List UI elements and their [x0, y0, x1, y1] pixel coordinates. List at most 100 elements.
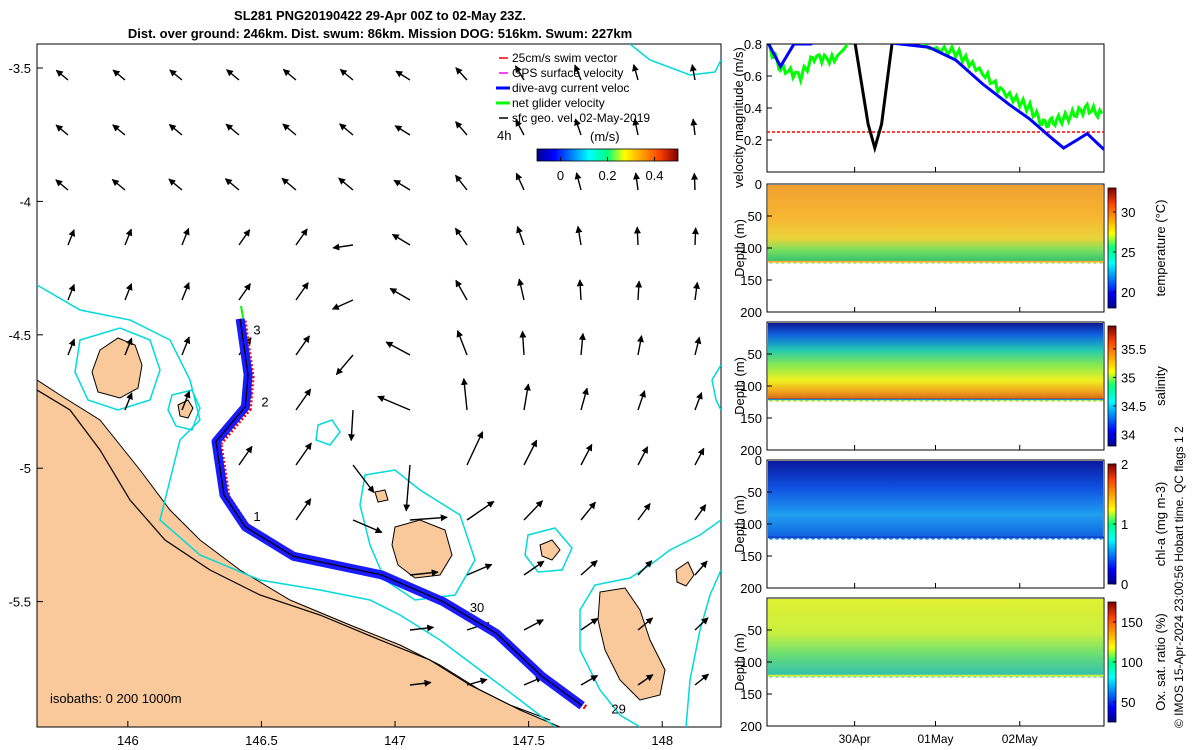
day-marker-label: 30 — [470, 600, 484, 615]
isobath-ring-west — [74, 327, 161, 411]
velocity-vector — [516, 225, 525, 246]
section-colorbar-label: temperature (°C) — [1153, 200, 1168, 297]
section-ylabel: Depth (m) — [732, 495, 747, 553]
salinity-section-panel: 50 100 150 200 Depth (m) 35.5 35 34.5 34 salinity — [732, 321, 1168, 458]
velocity-panel: 0.2 0.4 0.6 0.8 velocity magnitude (m/s) — [731, 37, 1105, 188]
velocity-vector — [517, 278, 525, 301]
velocity-vector — [523, 383, 531, 411]
section-data-fill — [768, 185, 1103, 262]
velocity-vector — [338, 177, 354, 191]
section-y-tick-label: 50 — [748, 209, 762, 224]
isobath-200 — [37, 389, 551, 721]
velocity-y-tick-label: 0.4 — [744, 101, 762, 116]
velocity-vector — [348, 409, 356, 442]
velocity-vector — [691, 227, 699, 246]
velocity-vector — [523, 619, 544, 631]
map-x-tick-label: 147.5 — [512, 733, 545, 748]
velocity-vector — [225, 123, 240, 136]
velocity-vector — [637, 617, 654, 631]
velocity-vector — [224, 178, 240, 191]
velocity-vector — [632, 118, 640, 136]
day-markers: 3 2 1 30 29 — [253, 322, 626, 716]
velocity-vector — [395, 70, 411, 81]
velocity-vector — [238, 229, 251, 246]
velocity-vector — [238, 283, 251, 301]
section-data-fill — [768, 461, 1103, 538]
velocity-vector — [454, 174, 468, 191]
section-y-tick-label: 50 — [748, 347, 762, 362]
legend-label: GPS surface velocity — [512, 66, 623, 80]
velocity-vector — [282, 68, 297, 81]
velocity-series-line — [767, 44, 1104, 151]
colorbar-tick-label: 0.2 — [598, 168, 616, 183]
velocity-vector — [580, 443, 593, 466]
velocity-vector — [339, 123, 354, 136]
velocity-vector — [574, 172, 582, 191]
glider-track-line — [215, 318, 583, 707]
velocity-vector — [523, 500, 544, 521]
section-colorbar-label: chl-a (mg m-3) — [1153, 482, 1168, 567]
velocity-vector — [409, 569, 439, 577]
velocity-vector — [580, 617, 599, 631]
section-colorbar-tick-label: 34 — [1121, 428, 1135, 443]
velocity-vector — [456, 329, 468, 356]
section-colorbar-tick-label: 2 — [1121, 457, 1128, 472]
velocity-vector — [409, 624, 435, 632]
velocity-vector — [352, 519, 383, 534]
velocity-vector — [181, 336, 191, 356]
velocity-vector — [523, 439, 538, 466]
velocity-vector — [339, 68, 354, 81]
map-x-tick-label: 146 — [117, 733, 139, 748]
section-data-fill — [768, 323, 1103, 400]
velocity-vector — [67, 283, 76, 301]
legend-label: net glider velocity — [512, 96, 605, 110]
isobaths-label: isobaths: 0 200 1000m — [50, 691, 182, 706]
velocity-vector — [580, 674, 599, 686]
velocity-vector — [580, 560, 598, 576]
credit-text: © IMOS 15-Apr-2024 23:00:56 Hobart time.… — [1172, 426, 1186, 728]
velocity-vector — [694, 560, 708, 576]
velocity-vector — [391, 233, 411, 246]
velocity-vector — [637, 674, 654, 686]
velocity-vector — [633, 172, 641, 191]
velocity-vector — [694, 673, 710, 686]
velocity-y-tick-label: 0.2 — [744, 133, 762, 148]
velocity-vector — [181, 282, 190, 301]
section-colorbar-tick-label: 34.5 — [1121, 399, 1146, 414]
map-y-tick-label: -4 — [19, 194, 31, 209]
velocity-vector — [690, 118, 698, 136]
section-y-tick-label: 50 — [748, 623, 762, 638]
section-y-tick-label: 150 — [740, 273, 762, 288]
velocity-ylabel: velocity magnitude (m/s) — [731, 47, 746, 188]
velocity-vector — [181, 227, 190, 246]
section-scallop — [768, 536, 1104, 540]
velocity-y-ticks: 0.2 0.4 0.6 0.8 — [744, 37, 772, 148]
colorbar-tick-label: 0.4 — [645, 168, 663, 183]
velocity-vector — [578, 332, 586, 356]
velocity-vector — [637, 390, 646, 411]
velocity-vector — [352, 464, 375, 494]
velocity-vector — [580, 387, 589, 411]
velocity-vector — [295, 498, 312, 521]
velocity-vector — [67, 338, 76, 356]
velocity-vector — [55, 179, 69, 191]
legend-label: sfc geo. vel. 02-May-2019 — [512, 111, 650, 125]
section-colorbar-tick-label: 100 — [1121, 655, 1143, 670]
velocity-vector — [295, 228, 308, 246]
isobath-east-2 — [685, 569, 721, 727]
mainland-land — [37, 379, 561, 727]
velocity-vector — [454, 227, 468, 246]
section-colorbar-tick-label: 0 — [1121, 577, 1128, 592]
section-colorbar-tick-label: 25 — [1121, 245, 1135, 260]
velocity-series-line — [767, 44, 1104, 129]
velocity-vector — [168, 123, 183, 136]
map-y-tick-label: -4.5 — [9, 328, 31, 343]
section-y-tick-label: 200 — [740, 719, 762, 734]
velocity-vector — [55, 124, 69, 136]
section-scallop — [768, 260, 1104, 264]
island-east — [597, 587, 666, 701]
isobath-north — [629, 44, 721, 76]
velocity-y-tick-label: 0.8 — [744, 37, 762, 52]
